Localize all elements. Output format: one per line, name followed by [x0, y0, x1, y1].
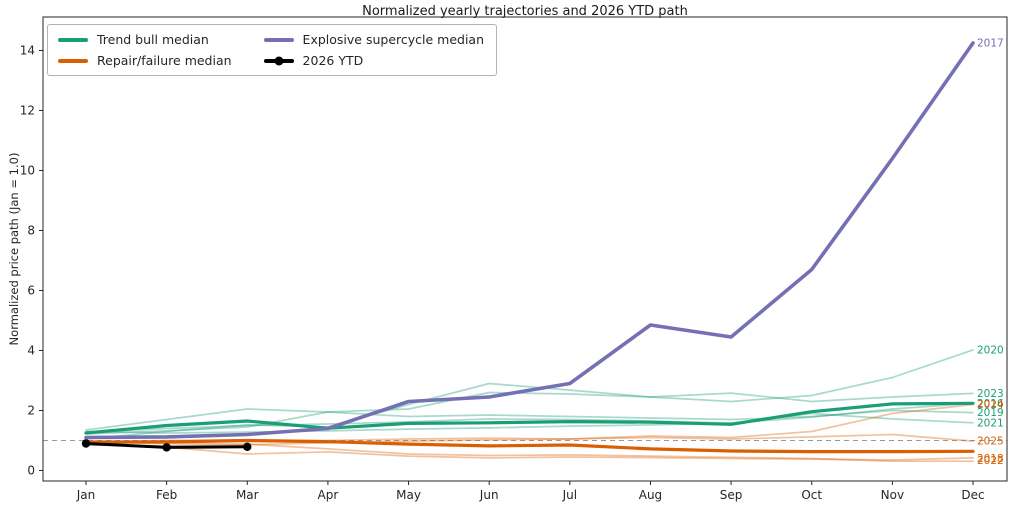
end-label-2020: 2020 — [977, 344, 1004, 356]
legend-item-repair: Repair/failure median — [58, 53, 232, 68]
legend-label: 2026 YTD — [302, 53, 364, 68]
ytd-marker — [162, 443, 171, 452]
ytd-marker — [243, 442, 252, 451]
end-label-2022: 2022 — [977, 455, 1004, 467]
year-line-2023 — [85, 391, 974, 435]
legend-item-supercycle: Explosive supercycle median — [263, 32, 485, 47]
x-tick-label: Jan — [76, 488, 96, 502]
legend-swatch-ytd — [263, 56, 294, 65]
x-tick-label: Sep — [720, 488, 743, 502]
end-label-2024: 2024 — [977, 399, 1004, 411]
ytd-marker — [81, 439, 91, 448]
y-tick-label: 10 — [20, 164, 35, 178]
legend-marker-dot — [274, 56, 284, 65]
year-line-2017 — [85, 42, 974, 439]
end-label-2019: 2019 — [977, 407, 1004, 419]
y-tick-label: 0 — [27, 464, 35, 478]
x-tick-label: Mar — [236, 488, 259, 502]
end-label-2018: 2018 — [977, 453, 1004, 465]
median-line-repair — [84, 438, 975, 454]
legend-label: Repair/failure median — [97, 53, 232, 68]
y-tick-label: 14 — [20, 44, 35, 58]
end-label-2021: 2021 — [977, 417, 1004, 429]
year-line-2018 — [85, 442, 974, 461]
year-line-2016 — [85, 402, 974, 434]
y-tick-label: 12 — [20, 104, 35, 118]
chart-title: Normalized yearly trajectories and 2026 … — [362, 4, 688, 19]
median-line-supercycle — [84, 41, 975, 440]
legend-swatch-repair — [58, 58, 88, 63]
x-tick-label: Feb — [156, 488, 177, 502]
y-tick-label: 6 — [27, 284, 35, 298]
legend: Trend bull median Repair/failure median Ex… — [47, 24, 498, 76]
x-tick-label: May — [396, 488, 421, 502]
year-line-2025 — [85, 433, 974, 447]
plot-frame — [42, 16, 1008, 482]
x-tick-label: Apr — [318, 488, 339, 502]
end-label-2023: 2023 — [977, 388, 1004, 400]
end-label-2017: 2017 — [977, 38, 1004, 50]
y-tick-label: 2 — [27, 404, 35, 418]
year-line-2020 — [85, 349, 974, 440]
x-tick-label: Dec — [961, 488, 984, 502]
legend-item-trend: Trend bull median — [58, 32, 232, 47]
x-tick-label: Nov — [881, 488, 904, 502]
year-line-2022 — [85, 441, 974, 463]
x-tick-label: Jul — [562, 488, 577, 502]
legend-swatch-trend — [58, 37, 88, 42]
x-tick-label: Oct — [801, 488, 822, 502]
legend-label: Explosive supercycle median — [302, 32, 485, 47]
end-label-2016: 2016 — [977, 398, 1004, 410]
end-label-2025: 2025 — [977, 436, 1004, 448]
legend-label: Trend bull median — [97, 32, 209, 47]
x-tick-label: Jun — [479, 488, 499, 502]
legend-swatch-supercycle — [263, 37, 294, 42]
y-tick-label: 4 — [27, 344, 35, 358]
x-tick-label: Aug — [639, 488, 662, 502]
y-tick-label: 8 — [27, 224, 35, 238]
median-line-trend — [84, 401, 975, 435]
year-line-2019 — [85, 408, 974, 431]
legend-item-ytd: 2026 YTD — [263, 53, 484, 68]
year-line-2021 — [85, 412, 974, 433]
